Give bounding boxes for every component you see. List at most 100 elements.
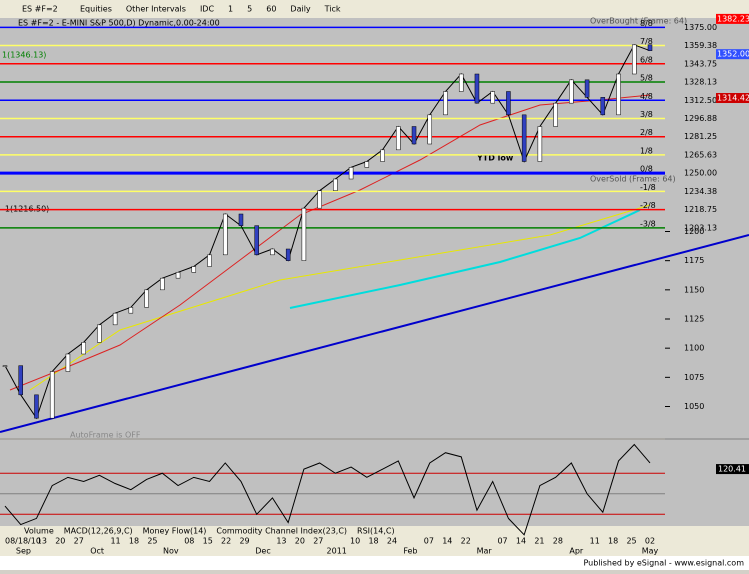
y-tick-label: 1125 (684, 315, 704, 324)
x-tick-label: 08/18/10 (5, 537, 41, 546)
toolbar-item[interactable]: Equities (80, 5, 112, 14)
toolbar-item[interactable]: 1 (228, 5, 233, 14)
tab[interactable]: Commodity Channel Index(23,C) (216, 527, 347, 536)
footer: Published by eSignal - www.esignal.com (583, 559, 744, 568)
tab[interactable]: MACD(12,26,9,C) (64, 527, 133, 536)
chart-title: ES #F=2 - E-MINI S&P 500,D) Dynamic,0.00… (18, 19, 220, 28)
x-tick-label: 25 (147, 537, 157, 546)
tab[interactable]: Money Flow(14) (143, 527, 207, 536)
candle (191, 266, 197, 273)
level-label: 1359.38 (684, 41, 717, 50)
level-name: 2/8 (640, 128, 653, 137)
x-tick-label: 07 (497, 537, 507, 546)
candle (97, 324, 102, 343)
candle (144, 289, 149, 308)
annotation: OverBought (Frame: 64) (590, 17, 687, 26)
price-marker-label: 1382.23 (717, 14, 749, 23)
candle (2, 365, 8, 367)
x-tick-label: 18 (129, 537, 139, 546)
level-name: 6/8 (640, 55, 653, 64)
candle (207, 254, 212, 267)
candle (396, 126, 401, 151)
level-name: -2/8 (640, 201, 656, 210)
tab[interactable]: RSI(14,C) (357, 527, 395, 536)
candle (521, 114, 527, 162)
toolbar-item[interactable]: Tick (324, 5, 341, 14)
x-tick-label: 13 (276, 537, 286, 546)
candle (18, 365, 23, 396)
candle (160, 277, 165, 291)
x-tick-label: 29 (239, 537, 249, 546)
x-tick-label: 18 (368, 537, 378, 546)
x-tick-label: 10 (350, 537, 360, 546)
symbol[interactable]: ES #F=2 (22, 5, 58, 14)
level-name: 4/8 (640, 92, 653, 101)
candle (175, 272, 181, 279)
cci-marker-label: 120.41 (718, 465, 746, 474)
toolbar-item[interactable]: Daily (290, 5, 311, 14)
candle (537, 126, 543, 162)
price-marker (716, 93, 749, 104)
y-tick-label: 1175 (684, 256, 704, 265)
level-name: 0/8 (640, 165, 653, 174)
candle (49, 371, 55, 419)
candle (222, 213, 228, 256)
candle (112, 312, 118, 326)
level-label: 1328.13 (684, 78, 717, 87)
candle (458, 73, 464, 92)
toolbar-item[interactable]: Other Intervals (126, 5, 186, 14)
level-label: 1218.75 (684, 205, 717, 214)
x-tick-label: 15 (203, 537, 213, 546)
trend-line (0, 234, 749, 433)
x-tick-label: 11 (590, 537, 600, 546)
level-name: 5/8 (640, 74, 653, 83)
y-tick-label: 1150 (684, 285, 704, 294)
candle (506, 91, 511, 116)
annotation: YTD low (476, 154, 514, 163)
candle (348, 167, 354, 180)
level-name: 3/8 (640, 110, 653, 119)
level-label: 1343.75 (684, 59, 717, 68)
x-month-label: Apr (569, 547, 584, 556)
toolbar-item[interactable]: 60 (266, 5, 276, 14)
candle (584, 79, 590, 98)
level-name: -3/8 (640, 219, 656, 228)
candle (65, 353, 71, 372)
toolbar-item[interactable]: IDC (200, 5, 215, 14)
candle (285, 248, 291, 261)
x-tick-label: 20 (55, 537, 65, 546)
candle (427, 114, 433, 145)
candle (128, 307, 134, 314)
candle (333, 178, 338, 191)
price-axis (665, 18, 749, 538)
level-name: 1/8 (640, 146, 653, 155)
toolbar (0, 0, 749, 18)
time-axis (0, 526, 749, 556)
level-label: 1375.00 (684, 23, 717, 32)
toolbar-item[interactable]: 5 (247, 5, 252, 14)
x-month-label: Dec (255, 547, 270, 556)
annotation: 1(1346.13) (2, 51, 46, 60)
level-name: 8/8 (640, 19, 653, 28)
x-tick-label: 28 (553, 537, 563, 546)
x-month-label: 2011 (327, 547, 347, 556)
level-label: 1281.25 (684, 132, 717, 141)
x-tick-label: 14 (442, 537, 452, 546)
ma-red (9, 94, 651, 391)
candle (81, 342, 86, 355)
x-tick-label: 08 (184, 537, 194, 546)
level-label: 1250.00 (684, 169, 717, 178)
x-tick-label: 07 (424, 537, 434, 546)
x-tick-label: 27 (313, 537, 323, 546)
candle (34, 394, 39, 419)
x-tick-label: 20 (295, 537, 305, 546)
annotation: AutoFrame is OFF (70, 431, 141, 440)
candle (254, 225, 259, 256)
tab[interactable]: Volume (24, 527, 54, 536)
candle (380, 149, 385, 162)
candle (600, 97, 606, 116)
candle (647, 44, 653, 51)
level-label: 1312.50 (684, 96, 717, 105)
level-name: -1/8 (640, 183, 656, 192)
